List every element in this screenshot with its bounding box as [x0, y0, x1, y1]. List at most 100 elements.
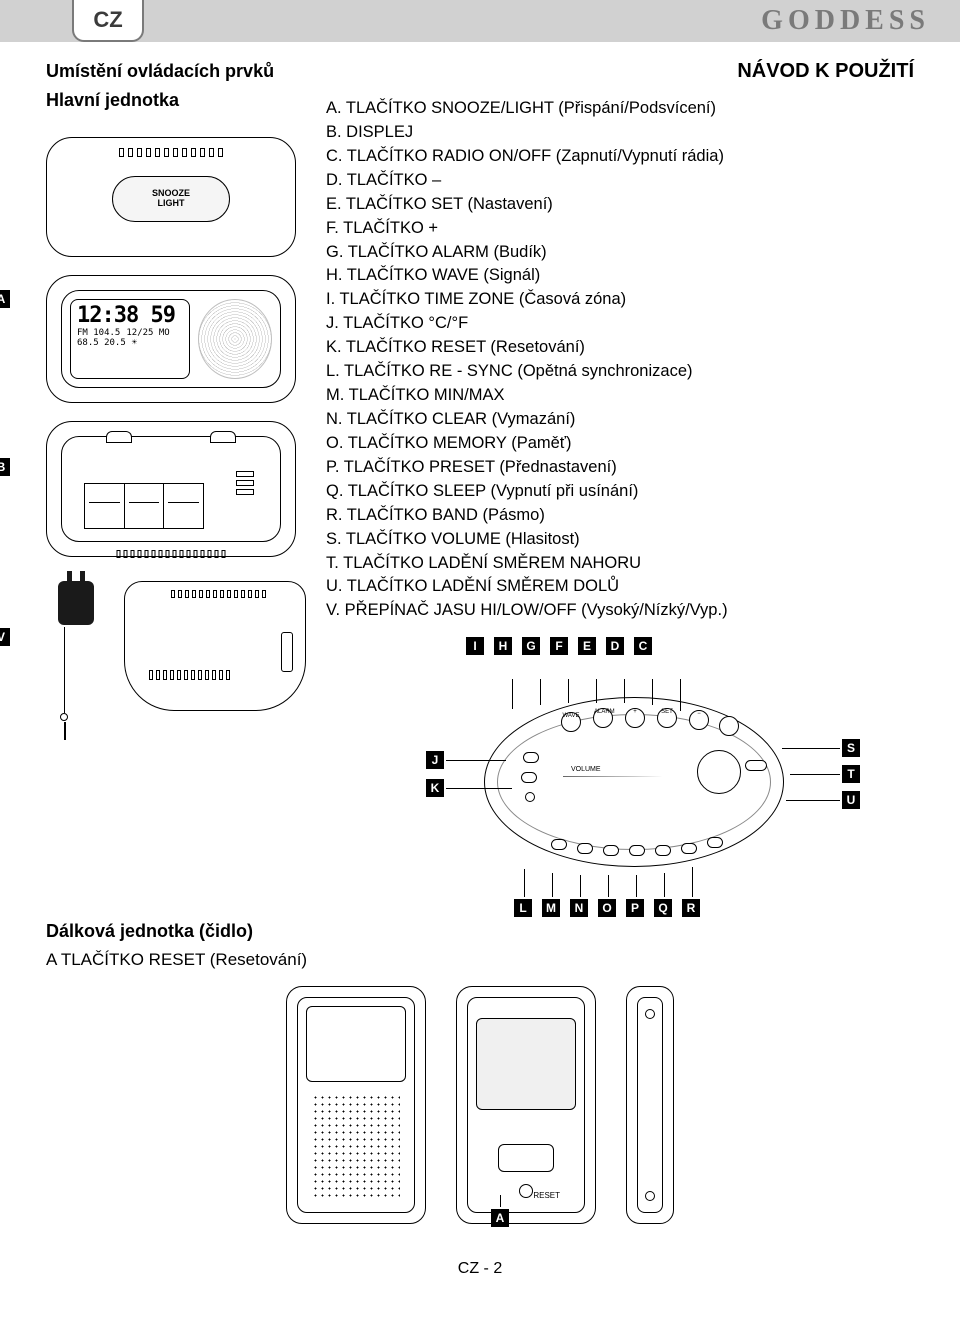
- vent-dots-bottom: [117, 550, 226, 558]
- sleep-button[interactable]: [681, 843, 697, 854]
- lcd-display: 12:38 59 FM 104.5 12/25 MO 68.5 20.5 ☀: [70, 299, 190, 379]
- band-button[interactable]: [707, 837, 723, 848]
- item-r: R. TLAČÍTKO BAND (Pásmo): [326, 504, 914, 528]
- item-j: J. TLAČÍTKO °C/°F: [326, 312, 914, 336]
- sensor-front-view: [286, 986, 426, 1224]
- item-m: M. TLAČÍTKO MIN/MAX: [326, 384, 914, 408]
- callout-o: O: [598, 899, 616, 917]
- item-s: S. TLAČÍTKO VOLUME (Hlasitost): [326, 528, 914, 552]
- callout-n: N: [570, 899, 588, 917]
- lcd-temp: 68.5 20.5: [77, 338, 126, 348]
- callout-b: B: [0, 458, 10, 476]
- sensor-reset-button[interactable]: [519, 1184, 533, 1198]
- sensor-speaker-grille: [312, 1094, 400, 1200]
- vent-dots: [119, 148, 223, 157]
- callout-s: S: [842, 739, 860, 757]
- item-d: D. TLAČÍTKO –: [326, 169, 914, 193]
- item-b: B. DISPLEJ: [326, 121, 914, 145]
- device-bottom-view: [46, 421, 296, 557]
- item-q: Q. TLAČÍTKO SLEEP (Vypnutí při usínání): [326, 480, 914, 504]
- callout-u: U: [842, 791, 860, 809]
- callout-l: L: [514, 899, 532, 917]
- callout-g: G: [522, 637, 540, 655]
- sensor-side-view: [626, 986, 674, 1224]
- item-k: K. TLAČÍTKO RESET (Resetování): [326, 336, 914, 360]
- battery-compartment: [84, 483, 204, 529]
- callout-row-top: I H G F E D C: [466, 637, 914, 655]
- sensor-row: RESET A: [46, 986, 914, 1224]
- control-list: A. TLAČÍTKO SNOOZE/LIGHT (Přispání/Podsv…: [326, 97, 914, 623]
- sensor-screen: [306, 1006, 406, 1082]
- callout-r: R: [682, 899, 700, 917]
- callout-k: K: [426, 779, 444, 797]
- callout-t: T: [842, 765, 860, 783]
- device-top-view: SNOOZE LIGHT: [46, 137, 296, 257]
- item-l: L. TLAČÍTKO RE - SYNC (Opětná synchroniz…: [326, 360, 914, 384]
- item-h: H. TLAČÍTKO WAVE (Signál): [326, 264, 914, 288]
- sensor-callout-a: A: [491, 1209, 509, 1227]
- callout-row-bottom: L M N O P Q R: [514, 899, 700, 917]
- sensor-title: Dálková jednotka (čidlo): [46, 921, 914, 942]
- item-u: U. TLAČÍTKO LADĚNÍ SMĚREM DOLŮ: [326, 575, 914, 599]
- preset-button[interactable]: [655, 845, 671, 856]
- callout-j: J: [426, 751, 444, 769]
- device-back-view: [124, 581, 307, 711]
- callout-d: D: [606, 637, 624, 655]
- lcd-freq: FM 104.5: [77, 328, 120, 338]
- speaker-grille: [198, 299, 272, 379]
- timezone-button[interactable]: [523, 752, 539, 763]
- sensor-back-view: RESET A: [456, 986, 596, 1224]
- weather-icon: ☀: [132, 338, 137, 348]
- snooze-light-button[interactable]: SNOOZE LIGHT: [112, 176, 230, 222]
- brand-logo: GODDESS: [761, 5, 930, 37]
- item-c: C. TLAČÍTKO RADIO ON/OFF (Zapnutí/Vypnut…: [326, 145, 914, 169]
- item-n: N. TLAČÍTKO CLEAR (Vymazání): [326, 408, 914, 432]
- sensor-panel: [476, 1018, 576, 1110]
- minmax-button[interactable]: [577, 843, 593, 854]
- memory-button[interactable]: [629, 845, 645, 856]
- item-t: T. TLAČÍTKO LADĚNÍ SMĚREM NAHORU: [326, 552, 914, 576]
- item-g: G. TLAČÍTKO ALARM (Budík): [326, 241, 914, 265]
- page-title: NÁVOD K POUŽITÍ: [326, 60, 914, 83]
- callout-h: H: [494, 637, 512, 655]
- callout-c: C: [634, 637, 652, 655]
- callout-p: P: [626, 899, 644, 917]
- volume-dial[interactable]: [697, 750, 741, 794]
- callout-e: E: [578, 637, 596, 655]
- item-v: V. PŘEPÍNAČ JASU HI/LOW/OFF (Vysoký/Nízk…: [326, 599, 914, 623]
- control-diagram: J K S T U WAVE ALARM + SET − VOLUME: [354, 661, 914, 901]
- control-panel-oval: WAVE ALARM + SET − VOLUME: [484, 697, 784, 867]
- sensor-battery-slot: [498, 1144, 554, 1172]
- cf-button[interactable]: [521, 772, 537, 783]
- sensor-item-a: A TLAČÍTKO RESET (Resetování): [46, 950, 914, 970]
- clear-button[interactable]: [603, 845, 619, 856]
- callout-a: A: [0, 290, 10, 308]
- snooze-label-2: LIGHT: [158, 199, 185, 209]
- main-column: NÁVOD K POUŽITÍ A. TLAČÍTKO SNOOZE/LIGHT…: [306, 60, 914, 901]
- power-adapter: [46, 581, 106, 721]
- sensor-reset-label: RESET: [533, 1191, 560, 1200]
- item-p: P. TLAČÍTKO PRESET (Přednastavení): [326, 456, 914, 480]
- item-e: E. TLAČÍTKO SET (Nastavení): [326, 193, 914, 217]
- top-bar: CZ GODDESS: [0, 0, 960, 42]
- left-column: Umístění ovládacích prvků Hlavní jednotk…: [46, 60, 306, 901]
- section-heading-1b: Hlavní jednotka: [46, 89, 306, 112]
- device-front-view: 12:38 59 FM 104.5 12/25 MO 68.5 20.5 ☀: [46, 275, 296, 403]
- section-heading-1: Umístění ovládacích prvků: [46, 60, 306, 83]
- item-o: O. TLAČÍTKO MEMORY (Paměť): [326, 432, 914, 456]
- callout-m: M: [542, 899, 560, 917]
- item-i: I. TLAČÍTKO TIME ZONE (Časová zóna): [326, 288, 914, 312]
- resync-button[interactable]: [551, 839, 567, 850]
- callout-q: Q: [654, 899, 672, 917]
- callout-v: V: [0, 628, 10, 646]
- sensor-section: Dálková jednotka (čidlo) A TLAČÍTKO RESE…: [0, 911, 960, 1244]
- callout-i: I: [466, 637, 484, 655]
- item-f: F. TLAČÍTKO +: [326, 217, 914, 241]
- item-a: A. TLAČÍTKO SNOOZE/LIGHT (Přispání/Podsv…: [326, 97, 914, 121]
- volume-label: VOLUME: [571, 766, 601, 773]
- lcd-time: 12:38 59: [77, 303, 183, 328]
- callout-f: F: [550, 637, 568, 655]
- adapter-row: [46, 581, 306, 721]
- tuning-button[interactable]: [745, 760, 767, 771]
- onoff-button[interactable]: [719, 716, 739, 736]
